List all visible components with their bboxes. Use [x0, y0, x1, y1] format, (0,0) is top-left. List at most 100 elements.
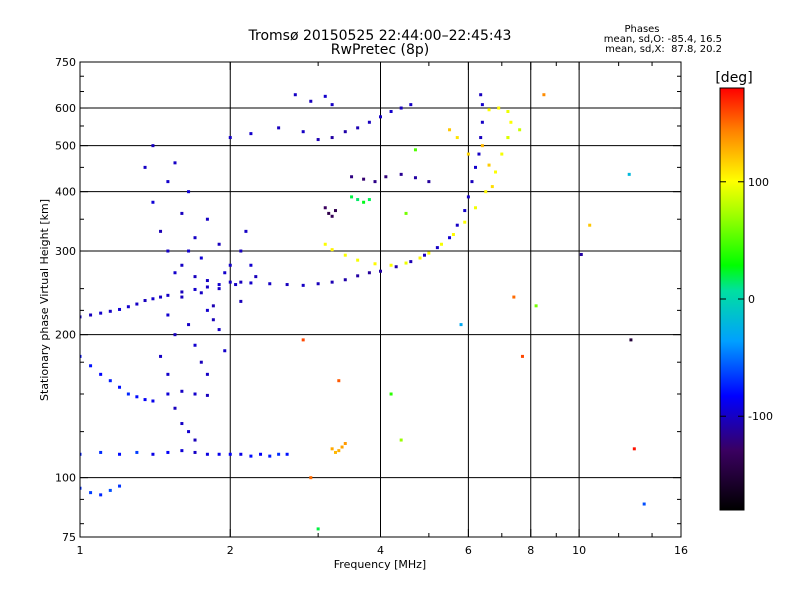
data-point: [301, 130, 305, 134]
data-point: [389, 263, 393, 267]
data-point: [205, 217, 209, 221]
data-point: [373, 180, 377, 184]
data-point: [330, 280, 334, 284]
y-tick-label: 300: [55, 245, 76, 258]
colorbar-ticks: 100 0 -100: [720, 176, 773, 423]
data-point: [512, 295, 516, 299]
data-point: [217, 328, 221, 332]
data-point: [389, 109, 393, 113]
data-point: [330, 103, 334, 107]
data-point: [629, 338, 633, 342]
data-point: [173, 333, 177, 337]
data-point: [399, 172, 403, 176]
data-point: [343, 130, 347, 134]
y-axis-label: Stationary phase Virtual Height [km]: [38, 199, 51, 401]
data-point: [627, 172, 631, 176]
data-point: [205, 279, 209, 283]
data-point: [228, 263, 232, 267]
stats-x-mode: mean, sd,X: 87.8, 20.2: [605, 44, 722, 55]
x-tick-label: 1: [77, 544, 84, 557]
axis-ticks: 1 2 4 6 8 10 16 75 100 200 300 400 500 600 750: [55, 56, 688, 557]
data-point: [80, 452, 82, 456]
data-point: [285, 283, 289, 287]
data-point: [180, 389, 184, 393]
data-point: [143, 398, 147, 402]
y-tick-label: 200: [55, 329, 76, 342]
data-point: [301, 338, 305, 342]
data-point: [480, 144, 484, 148]
data-point: [135, 395, 139, 399]
chart-title: Tromsø 20150525 22:44:00–22:45:43: [248, 28, 512, 44]
data-point: [143, 299, 147, 303]
data-point: [187, 249, 191, 253]
colorbar-tick-label: 100: [748, 176, 769, 189]
data-point: [487, 108, 491, 112]
data-point: [394, 265, 398, 269]
data-point: [151, 200, 155, 204]
data-point: [399, 106, 403, 110]
data-point: [277, 126, 281, 130]
data-point: [309, 476, 313, 480]
data-point: [494, 170, 498, 174]
data-point: [448, 128, 452, 132]
data-point: [228, 280, 232, 284]
data-point: [427, 251, 431, 255]
data-point: [477, 152, 481, 156]
data-point: [309, 99, 313, 103]
data-point: [379, 269, 382, 273]
data-point: [228, 452, 232, 456]
data-point: [118, 484, 122, 488]
data-point: [99, 450, 103, 454]
data-point: [323, 242, 327, 246]
data-point: [166, 372, 170, 376]
data-point: [135, 450, 139, 454]
y-tick-label: 500: [55, 140, 76, 153]
data-point: [323, 206, 327, 210]
x-tick-label: 8: [527, 544, 534, 557]
data-point: [187, 430, 191, 434]
data-point: [249, 454, 253, 458]
data-point: [343, 278, 347, 282]
data-point: [509, 120, 513, 124]
data-point: [166, 392, 170, 396]
y-tick-label: 400: [55, 186, 76, 199]
data-point: [277, 452, 281, 456]
y-tick-label: 75: [62, 531, 76, 544]
data-points: [80, 93, 646, 531]
x-tick-label: 16: [674, 544, 688, 557]
data-point: [180, 449, 184, 453]
data-point: [333, 450, 337, 454]
data-point: [455, 136, 459, 140]
data-point: [199, 256, 203, 260]
data-point: [217, 452, 221, 456]
data-point: [367, 198, 371, 202]
data-point: [217, 242, 221, 246]
data-point: [379, 115, 382, 119]
data-point: [108, 379, 112, 383]
data-point: [373, 262, 377, 266]
data-point: [118, 385, 122, 389]
grid-lines: [80, 62, 681, 537]
data-point: [356, 198, 360, 202]
data-point: [80, 354, 82, 358]
data-point: [126, 305, 130, 309]
data-point: [193, 392, 197, 396]
data-point: [159, 354, 163, 358]
data-point: [173, 161, 177, 165]
data-point: [466, 195, 470, 199]
data-point: [323, 94, 327, 98]
data-point: [193, 438, 197, 442]
data-point: [205, 308, 209, 312]
data-point: [193, 236, 197, 240]
data-point: [435, 246, 439, 250]
data-point: [356, 126, 360, 130]
data-point: [301, 283, 305, 287]
data-point: [404, 211, 408, 215]
data-point: [448, 236, 452, 240]
data-point: [126, 392, 130, 396]
data-point: [173, 271, 177, 275]
data-point: [330, 248, 334, 252]
data-point: [166, 293, 170, 297]
data-point: [362, 200, 366, 204]
data-point: [506, 109, 510, 113]
